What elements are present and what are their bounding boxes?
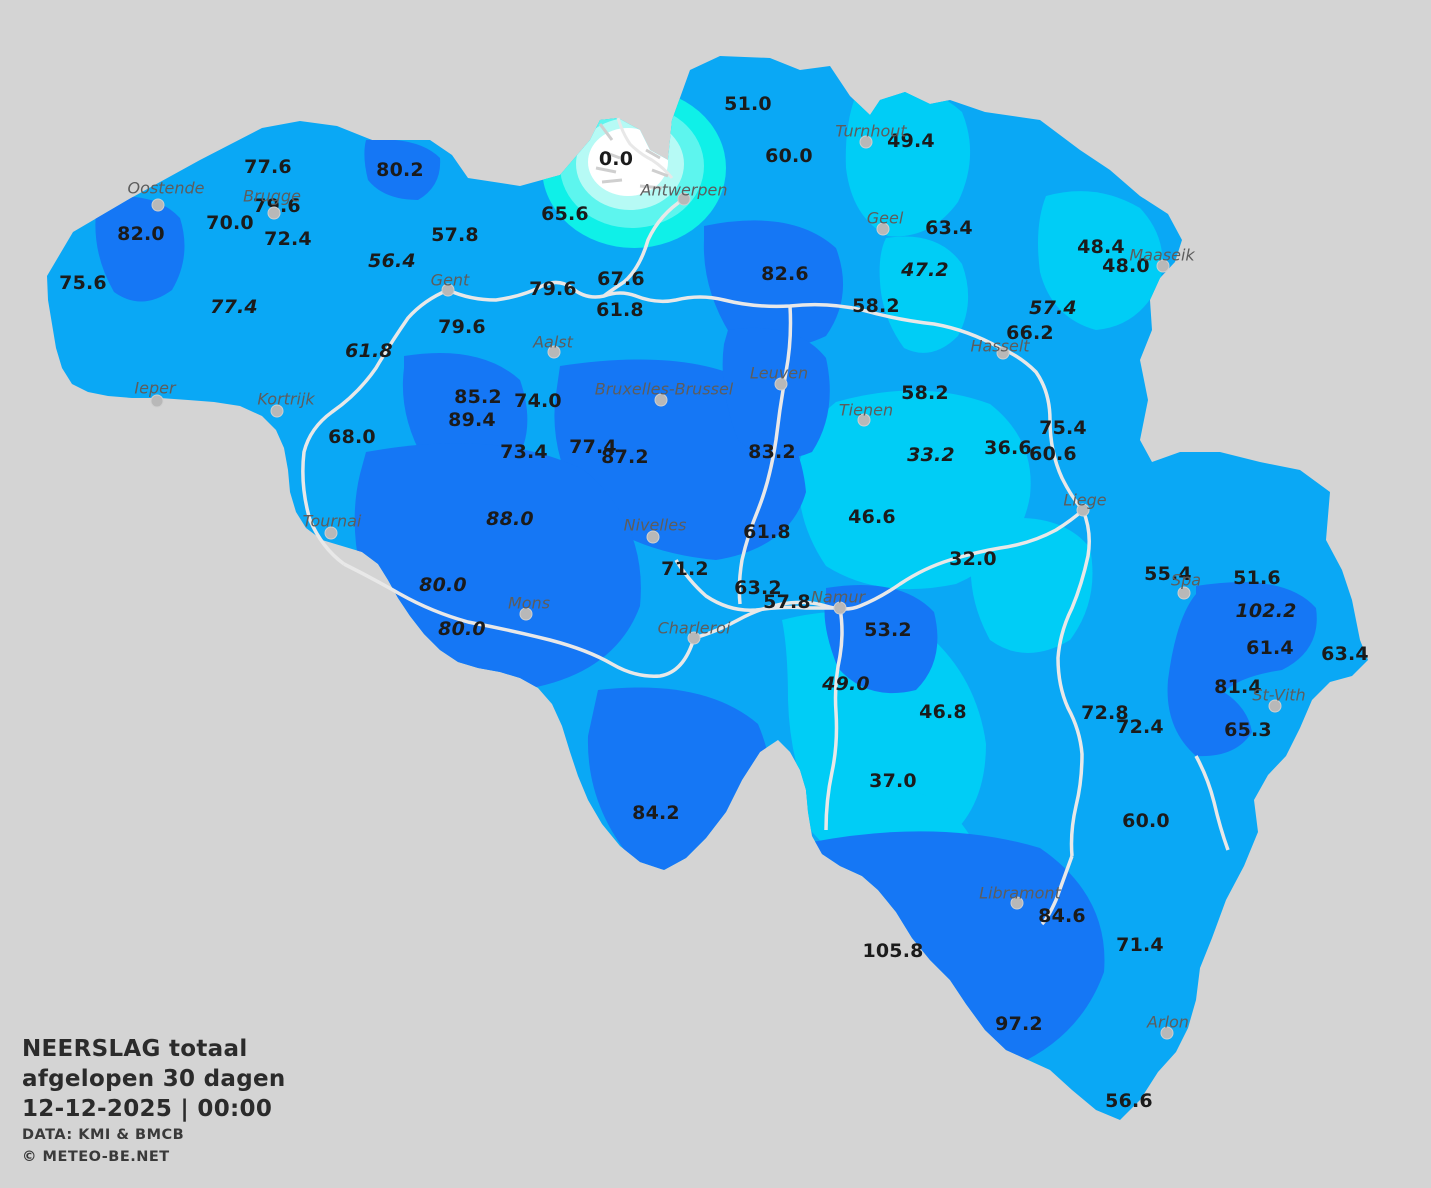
blue-region-zeebrugge bbox=[364, 139, 441, 200]
border-brabant-east bbox=[737, 305, 793, 605]
cyan-region-liege-west bbox=[970, 517, 1093, 653]
city-dot-icon bbox=[996, 346, 1010, 360]
border-namur-luxembourg bbox=[824, 607, 844, 831]
city-dot-icon bbox=[646, 530, 660, 544]
border-hainaut-south bbox=[343, 562, 696, 678]
city-dot-icon bbox=[1076, 503, 1090, 517]
city-dot-icon bbox=[519, 607, 533, 621]
city-dot-icon bbox=[1156, 259, 1170, 273]
cyan-region-turnhout bbox=[845, 83, 971, 237]
city-dot-icon bbox=[687, 631, 701, 645]
city-dot-icon bbox=[151, 198, 165, 212]
border-liege-luxembourg bbox=[1056, 509, 1091, 857]
city-dot-icon bbox=[267, 206, 281, 220]
city-dot-icon bbox=[150, 394, 164, 408]
cyan-bands bbox=[782, 83, 1163, 894]
caption-copyright: © METEO-BE.NET bbox=[22, 1148, 170, 1165]
caption-line-2: afgelopen 30 dagen bbox=[22, 1066, 286, 1092]
city-dot-icon bbox=[857, 413, 871, 427]
polder-channels bbox=[595, 123, 623, 184]
cyan-region-hesbaye bbox=[798, 390, 1031, 590]
city-dot-icon bbox=[1160, 1026, 1174, 1040]
border-antwerp-south bbox=[602, 197, 685, 298]
city-dot-icon bbox=[774, 377, 788, 391]
antwerp-docks bbox=[639, 148, 669, 190]
border-west-flanders bbox=[301, 288, 449, 566]
border-limburg-liege bbox=[999, 346, 1085, 512]
blue-region-namur bbox=[824, 585, 938, 694]
dark-blue-bands bbox=[95, 139, 1317, 1076]
city-dot-icon bbox=[833, 601, 847, 615]
map-caption: NEERSLAG totaal afgelopen 30 dagen 12-12… bbox=[22, 1038, 286, 1164]
caption-line-3: 12-12-2025 | 00:00 bbox=[22, 1096, 273, 1122]
border-flanders-wallonia-north bbox=[447, 280, 1001, 350]
antwerpen-zero-bullseye bbox=[542, 88, 726, 248]
cyan-region-geel bbox=[879, 236, 969, 353]
city-dot-icon bbox=[441, 283, 455, 297]
border-stvith-south bbox=[1194, 755, 1230, 851]
city-dot-icon bbox=[1177, 586, 1191, 600]
caption-source: DATA: KMI & BMCB bbox=[22, 1127, 185, 1143]
city-dot-icon bbox=[654, 393, 668, 407]
city-dot-icon bbox=[677, 192, 691, 206]
border-libramont-north bbox=[1040, 855, 1074, 926]
city-dot-icon bbox=[324, 526, 338, 540]
city-dot-icon bbox=[547, 345, 561, 359]
blue-region-hainaut bbox=[354, 443, 641, 690]
caption-line-1: NEERSLAG totaal bbox=[22, 1036, 248, 1062]
border-sambre-meuse bbox=[693, 508, 1085, 640]
blue-region-leuven bbox=[722, 327, 830, 459]
blue-region-oostende bbox=[95, 196, 185, 302]
administrative-borders bbox=[301, 117, 1230, 926]
blue-region-kempen bbox=[703, 220, 844, 348]
blue-region-hautes-fagnes bbox=[1167, 582, 1317, 757]
city-dot-icon bbox=[876, 222, 890, 236]
scheldt-estuary bbox=[616, 117, 674, 179]
city-dot-icon bbox=[270, 404, 284, 418]
blue-region-botte-hainaut bbox=[587, 687, 772, 871]
city-dot-icon bbox=[1268, 699, 1282, 713]
cyan-region-maaseik bbox=[1038, 191, 1163, 330]
city-dot-icon bbox=[1010, 896, 1024, 910]
city-dot-icon bbox=[859, 135, 873, 149]
